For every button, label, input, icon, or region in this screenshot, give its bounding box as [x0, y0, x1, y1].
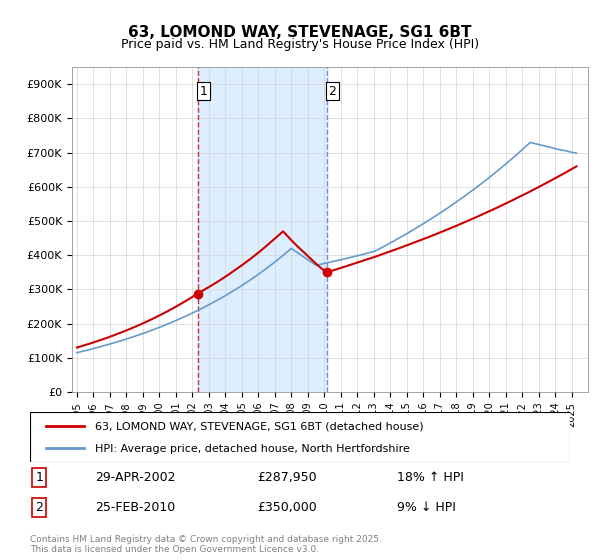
- Text: HPI: Average price, detached house, North Hertfordshire: HPI: Average price, detached house, Nort…: [95, 444, 410, 454]
- FancyBboxPatch shape: [30, 412, 570, 462]
- Text: £287,950: £287,950: [257, 471, 316, 484]
- Text: 1: 1: [35, 471, 43, 484]
- Text: 25-FEB-2010: 25-FEB-2010: [95, 501, 175, 514]
- Text: 63, LOMOND WAY, STEVENAGE, SG1 6BT: 63, LOMOND WAY, STEVENAGE, SG1 6BT: [128, 25, 472, 40]
- Text: 18% ↑ HPI: 18% ↑ HPI: [397, 471, 464, 484]
- Text: 2: 2: [328, 85, 336, 97]
- Text: 29-APR-2002: 29-APR-2002: [95, 471, 175, 484]
- Text: £350,000: £350,000: [257, 501, 317, 514]
- Bar: [198, 67, 327, 392]
- Text: 9% ↓ HPI: 9% ↓ HPI: [397, 501, 456, 514]
- Text: 63, LOMOND WAY, STEVENAGE, SG1 6BT (detached house): 63, LOMOND WAY, STEVENAGE, SG1 6BT (deta…: [95, 422, 424, 432]
- Text: 2: 2: [35, 501, 43, 514]
- Text: Contains HM Land Registry data © Crown copyright and database right 2025.
This d: Contains HM Land Registry data © Crown c…: [30, 535, 382, 554]
- Text: Price paid vs. HM Land Registry's House Price Index (HPI): Price paid vs. HM Land Registry's House …: [121, 38, 479, 51]
- Text: 1: 1: [199, 85, 208, 97]
